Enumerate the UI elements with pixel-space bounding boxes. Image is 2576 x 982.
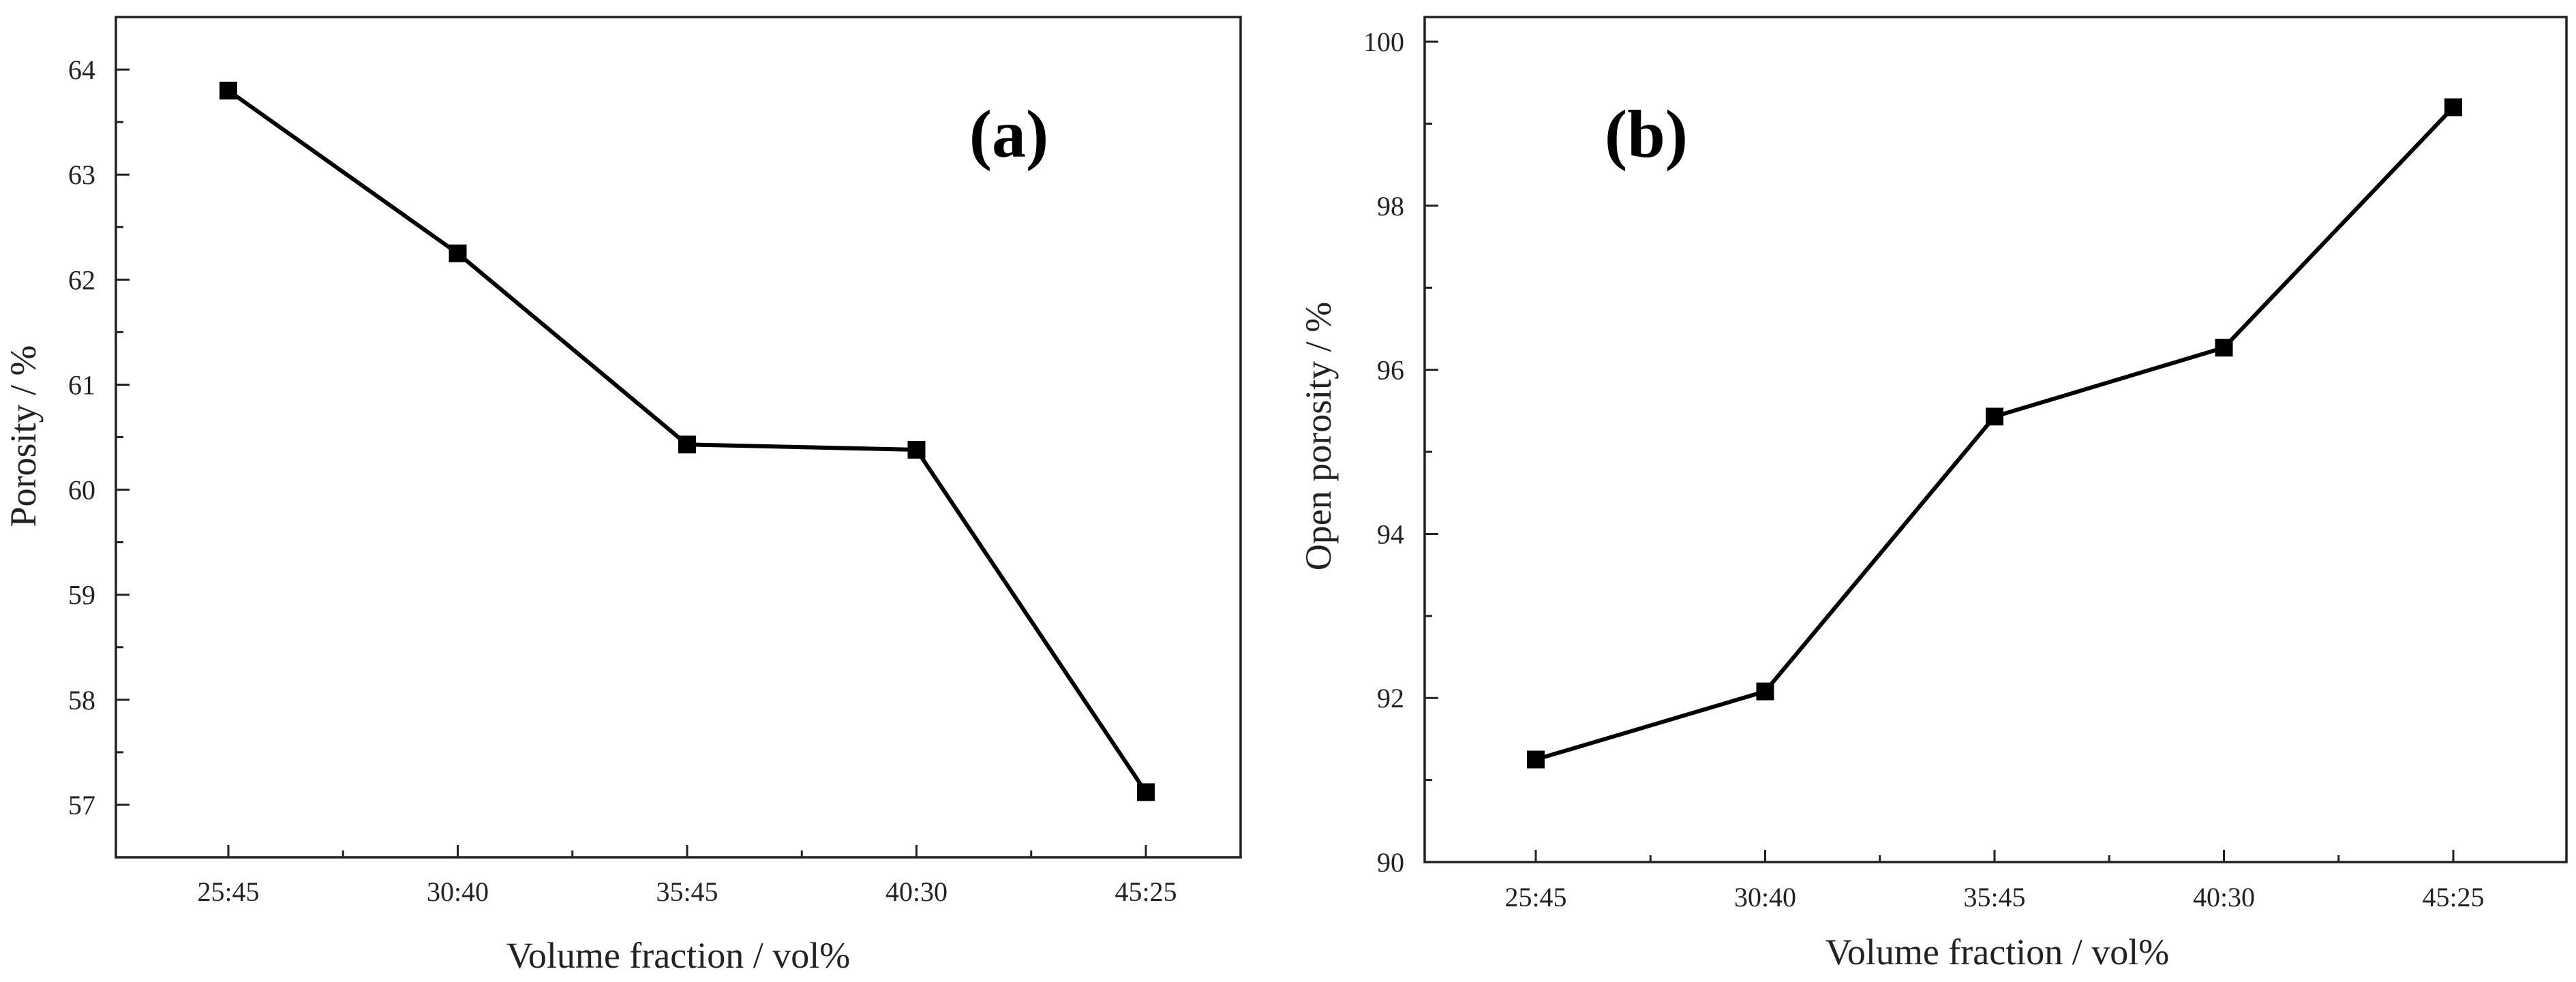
panel-a-x-tick-label: 35:45 [656,876,718,907]
panel-b-data-point [1986,408,2003,426]
panel-a-x-tick-label: 40:30 [885,876,948,907]
panel-a-y-tick-label: 60 [68,475,95,506]
panel-a-x-tick-labels: 25:45 30:40 35:45 40:30 45:25 [197,876,1177,907]
panel-a-data-point [219,81,237,99]
panel-b-x-tick-label: 40:30 [2193,882,2255,912]
panel-a-y-tick-label: 57 [68,790,95,820]
panel-a-x-tick-label: 30:40 [427,876,489,907]
panel-a-y-tick-labels: 57 58 59 60 61 62 63 64 [68,55,95,820]
panel-a-y-tick-label: 63 [68,159,95,190]
panel-b-label: (b) [1605,96,1688,172]
panel-b-x-axis-title: Volume fraction / vol% [1825,932,2169,972]
panel-a-data-point [678,435,696,454]
panel-b-y-tick-label: 90 [1377,847,1404,878]
panel-b-y-tick-labels: 90 92 94 96 98 100 [1363,27,1404,878]
panel-a-data-point [1137,783,1155,801]
panel-a: 25:45 30:40 35:45 40:30 45:25 57 58 59 60 61 62 63… [3,16,1242,976]
panel-b-y-tick-label: 92 [1377,683,1404,714]
panel-b-ticks [1425,40,2455,863]
panel-a-x-axis-title: Volume fraction / vol% [506,935,850,976]
panel-b-y-tick-label: 98 [1377,191,1404,221]
panel-b: 25:45 30:40 35:45 40:30 45:25 9092949698100 … [1298,16,2568,972]
panel-b-y-tick-label: 100 [1363,27,1404,57]
panel-a-y-tick-label: 64 [68,55,95,85]
panel-a-x-tick-label: 25:45 [197,876,259,907]
panel-a-y-axis-title: Porosity / % [3,345,44,527]
panel-a-y-tick-label: 61 [68,369,95,400]
panel-b-data-point [1527,750,1545,769]
panel-a-y-tick-label: 62 [68,264,95,295]
panel-a-y-tick-label: 58 [68,685,95,716]
panel-b-x-tick-label: 30:40 [1734,882,1796,912]
panel-b-markers [1527,98,2462,769]
panel-b-data-point [2215,339,2233,357]
panel-b-x-tick-label: 45:25 [2422,882,2484,912]
panel-a-markers [219,81,1155,801]
panel-a-x-tick-label: 45:25 [1115,876,1177,907]
panel-a-data-point [907,440,926,459]
panel-b-x-tick-label: 35:45 [1963,882,2025,912]
panel-b-x-tick-labels: 25:45 30:40 35:45 40:30 45:25 [1504,882,2484,912]
panel-b-y-axis-title: Open porosity / % [1298,302,1339,570]
panel-a-data-point [449,244,467,262]
panel-b-y-tick-label: 94 [1377,519,1404,549]
panel-a-ticks [116,16,1147,859]
panel-b-data-point [1756,682,1774,701]
panel-b-y-tick-label: 96 [1377,355,1404,386]
panel-a-label: (a) [969,96,1049,172]
panel-b-data-point [2444,98,2462,117]
panel-b-x-tick-label: 25:45 [1504,882,1566,912]
panel-a-y-tick-label: 59 [68,580,95,611]
